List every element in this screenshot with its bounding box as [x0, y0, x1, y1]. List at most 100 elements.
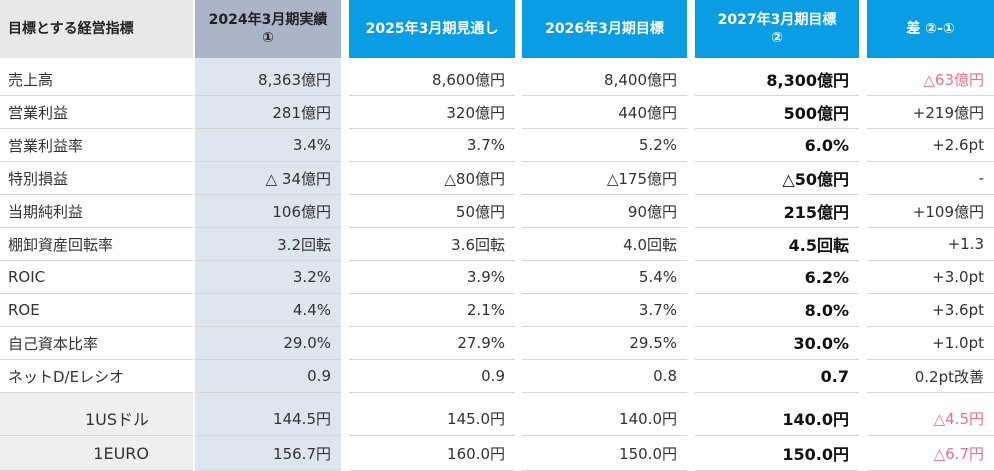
cell-text: △ 34億円 — [265, 169, 331, 188]
value-cell: 8,400億円 — [522, 63, 687, 96]
value-cell: +3.0pt — [867, 261, 994, 294]
cell-text: ROE — [8, 301, 40, 319]
cell-text: 当期純利益 — [8, 202, 84, 221]
cell-text: 4.4% — [292, 301, 331, 319]
cell-text: 営業利益率 — [8, 136, 84, 155]
cell-text: 3.6回転 — [451, 235, 505, 254]
value-cell: 150.0円 — [522, 436, 687, 471]
value-cell: △6.7円 — [867, 436, 994, 471]
cell-text: +1.0pt — [932, 334, 984, 352]
cell-text: 150.0円 — [782, 445, 849, 464]
value-cell: △50億円 — [695, 162, 859, 195]
value-cell: △ 34億円 — [195, 162, 341, 195]
cell-text: 5.4% — [638, 268, 677, 286]
row-label: 当期純利益 — [0, 195, 193, 228]
cell-text: 自己資本比率 — [8, 334, 99, 353]
row-label: ネットD/Eレシオ — [0, 360, 193, 393]
value-cell: 27.9% — [349, 327, 515, 360]
cell-text: 4.0回転 — [623, 235, 677, 254]
cell-text: 1EURO — [93, 443, 149, 463]
value-cell: △63億円 — [867, 63, 994, 96]
cell-text: +3.0pt — [932, 268, 984, 286]
row-label: 1USドル — [0, 401, 193, 436]
value-cell: 150.0円 — [695, 436, 859, 471]
cell-text: 2025年3月期見通し — [365, 21, 499, 37]
cell-text: 140.0円 — [782, 410, 849, 429]
cell-text: 2026年3月期目標 — [545, 21, 664, 37]
value-cell: 6.2% — [695, 261, 859, 294]
cell-text: 145.0円 — [447, 409, 505, 428]
cell-text: 8.0% — [804, 300, 849, 320]
row-label: 営業利益 — [0, 96, 193, 129]
cell-text: ② — [771, 30, 783, 46]
cell-text: 281億円 — [272, 103, 331, 122]
value-cell: 3.6回転 — [349, 228, 515, 261]
value-cell: +1.0pt — [867, 327, 994, 360]
cell-text: 0.9 — [481, 367, 505, 385]
value-cell: 140.0円 — [695, 401, 859, 436]
cell-text: 320億円 — [446, 103, 505, 122]
cell-text: 3.7% — [466, 136, 505, 154]
cell-text: 差 ②-① — [906, 21, 955, 37]
row-label: 特別損益 — [0, 162, 193, 195]
cell-text: 90億円 — [627, 202, 677, 221]
value-cell: 8,300億円 — [695, 63, 859, 96]
row-label: 営業利益率 — [0, 129, 193, 162]
value-cell: 90億円 — [522, 195, 687, 228]
cell-text: △63億円 — [923, 70, 984, 89]
cell-text: +219億円 — [912, 103, 984, 122]
value-cell: △80億円 — [349, 162, 515, 195]
value-cell: 29.5% — [522, 327, 687, 360]
value-cell: 4.4% — [195, 294, 341, 327]
header-cell: 2026年3月期目標 — [522, 0, 687, 58]
value-cell: 145.0円 — [349, 401, 515, 436]
value-cell: 29.0% — [195, 327, 341, 360]
header-cell: 2025年3月期見通し — [349, 0, 515, 58]
header-cell: 2024年3月期実績 ① — [195, 0, 341, 58]
cell-text: 215億円 — [783, 203, 849, 222]
value-cell: - — [867, 162, 994, 195]
value-cell: +1.3 — [867, 228, 994, 261]
cell-text: 2024年3月期実績 — [208, 12, 328, 28]
cell-text: 1USドル — [84, 410, 149, 429]
cell-text: ① — [262, 30, 274, 46]
header-cell: 目標とする経営指標 — [0, 0, 193, 58]
cell-text: 5.2% — [638, 136, 677, 154]
cell-text: 2027年3月期目標 — [717, 12, 837, 28]
cell-text: △6.7円 — [933, 444, 984, 463]
value-cell: 8,600億円 — [349, 63, 515, 96]
cell-text: 29.5% — [629, 334, 677, 352]
value-cell: 140.0円 — [522, 401, 687, 436]
cell-text: 144.5円 — [273, 409, 331, 428]
value-cell: 3.4% — [195, 129, 341, 162]
cell-text: 3.2回転 — [277, 235, 331, 254]
value-cell: 8.0% — [695, 294, 859, 327]
cell-text: 3.7% — [638, 301, 677, 319]
cell-text: +1.3 — [947, 235, 984, 253]
value-cell: 215億円 — [695, 195, 859, 228]
value-cell: 50億円 — [349, 195, 515, 228]
cell-text: 特別損益 — [8, 169, 69, 188]
cell-text: 8,300億円 — [766, 71, 849, 90]
cell-text: 棚卸資産回転率 — [8, 235, 114, 254]
value-cell: △4.5円 — [867, 401, 994, 436]
value-cell: 5.2% — [522, 129, 687, 162]
value-cell: 0.8 — [522, 360, 687, 393]
value-cell: 3.2% — [195, 261, 341, 294]
cell-text: 160.0円 — [447, 444, 505, 463]
value-cell: 156.7円 — [195, 436, 341, 471]
value-cell: 144.5円 — [195, 401, 341, 436]
value-cell: 3.7% — [349, 129, 515, 162]
value-cell: 320億円 — [349, 96, 515, 129]
cell-text: 0.8 — [653, 367, 677, 385]
value-cell: 0.9 — [195, 360, 341, 393]
cell-text: 8,600億円 — [432, 70, 505, 89]
value-cell: 3.2回転 — [195, 228, 341, 261]
row-label: 棚卸資産回転率 — [0, 228, 193, 261]
cell-text: 500億円 — [783, 104, 849, 123]
cell-text: 8,400億円 — [604, 70, 677, 89]
cell-text: 6.0% — [804, 135, 849, 155]
value-cell: 106億円 — [195, 195, 341, 228]
value-cell: 3.7% — [522, 294, 687, 327]
